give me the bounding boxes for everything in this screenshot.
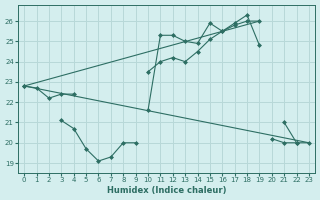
X-axis label: Humidex (Indice chaleur): Humidex (Indice chaleur) (107, 186, 226, 195)
